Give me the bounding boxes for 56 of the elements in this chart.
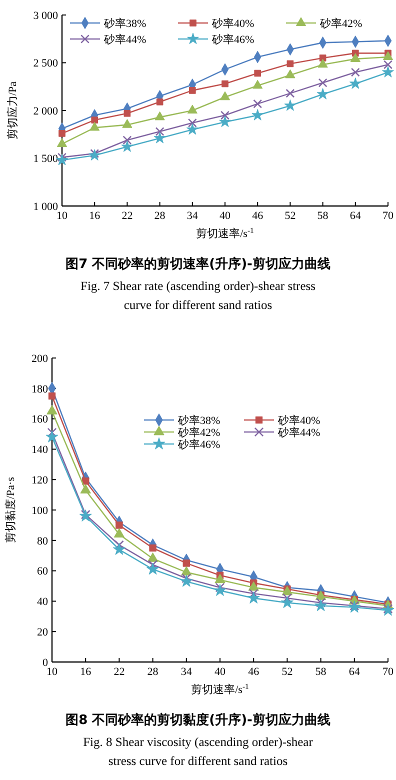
x-tick-label: 28 xyxy=(154,210,166,222)
x-tick-label: 16 xyxy=(89,210,101,222)
legend-label: 砂率40% xyxy=(211,16,254,30)
y-tick-label: 1 500 xyxy=(33,153,58,166)
legend-label: 砂率38% xyxy=(177,414,220,427)
x-tick-label: 46 xyxy=(252,210,264,222)
y-tick-label: 200 xyxy=(32,352,48,365)
y-axis-title: 剪切应力/Pa xyxy=(6,81,19,140)
y-tick-label: 20 xyxy=(37,626,48,638)
x-tick-label: 28 xyxy=(147,666,159,678)
x-tick-label: 40 xyxy=(220,210,231,222)
y-tick-label: 1 000 xyxy=(33,200,58,213)
x-tick-label: 70 xyxy=(382,210,394,222)
x-tick-label: 46 xyxy=(248,666,260,678)
y-tick-label: 0 xyxy=(42,656,48,669)
legend-label: 砂率42% xyxy=(177,426,220,439)
y-tick-label: 120 xyxy=(32,474,48,486)
x-tick-label: 22 xyxy=(114,666,125,678)
x-tick-label: 34 xyxy=(180,666,192,678)
y-tick-label: 160 xyxy=(32,414,48,426)
x-tick-label: 52 xyxy=(282,666,293,678)
x-tick-label: 58 xyxy=(315,666,327,678)
legend-label: 砂率46% xyxy=(177,438,220,451)
y-tick-label: 140 xyxy=(32,444,48,456)
y-tick-label: 40 xyxy=(37,596,48,608)
text: Fig. 8 Shear viscosity (ascending order)-shear stress curve for different sand ratios xyxy=(83,735,314,768)
x-tick-label: 10 xyxy=(46,666,58,678)
x-tick-label: 40 xyxy=(214,666,226,678)
x-tick-label: 16 xyxy=(80,666,92,678)
x-tick-label: 52 xyxy=(284,210,296,222)
y-tick-label: 180 xyxy=(32,383,48,396)
x-axis-title: 剪切速率/s$^{-1}$ xyxy=(196,226,254,240)
text: 图7 不同砂率的剪切速率(升序)-剪切应力曲线 xyxy=(66,256,330,272)
y-tick-label: 100 xyxy=(32,504,48,517)
x-tick-label: 34 xyxy=(186,210,198,222)
y-tick-label: 2 000 xyxy=(33,105,58,118)
x-tick-label: 22 xyxy=(122,210,133,222)
y-tick-label: 80 xyxy=(37,535,48,548)
text: Fig. 7 Shear rate (ascending order)-shear stress curve for different sand ratios xyxy=(80,279,316,312)
y-axis-title: 剪切黏度/Pa·s xyxy=(4,477,17,543)
y-tick-label: 2 500 xyxy=(33,58,58,70)
legend-label: 砂率42% xyxy=(319,16,362,30)
x-tick-label: 64 xyxy=(350,210,362,222)
x-tick-label: 58 xyxy=(317,210,329,222)
x-tick-label: 10 xyxy=(56,210,68,222)
x-axis-title: 剪切速率/s$^{-1}$ xyxy=(191,682,250,696)
x-tick-label: 70 xyxy=(382,666,394,678)
x-tick-label: 64 xyxy=(348,666,360,678)
legend-label: 砂率46% xyxy=(211,32,254,46)
text: 图8 不同砂率的剪切黏度(升序)-剪切应力曲线 xyxy=(66,712,330,728)
legend-label: 砂率44% xyxy=(277,426,320,439)
legend-label: 砂率38% xyxy=(103,16,146,30)
y-tick-label: 3 000 xyxy=(33,10,58,22)
legend-label: 砂率44% xyxy=(103,32,146,46)
legend-label: 砂率40% xyxy=(277,414,320,427)
y-tick-label: 60 xyxy=(37,566,48,578)
